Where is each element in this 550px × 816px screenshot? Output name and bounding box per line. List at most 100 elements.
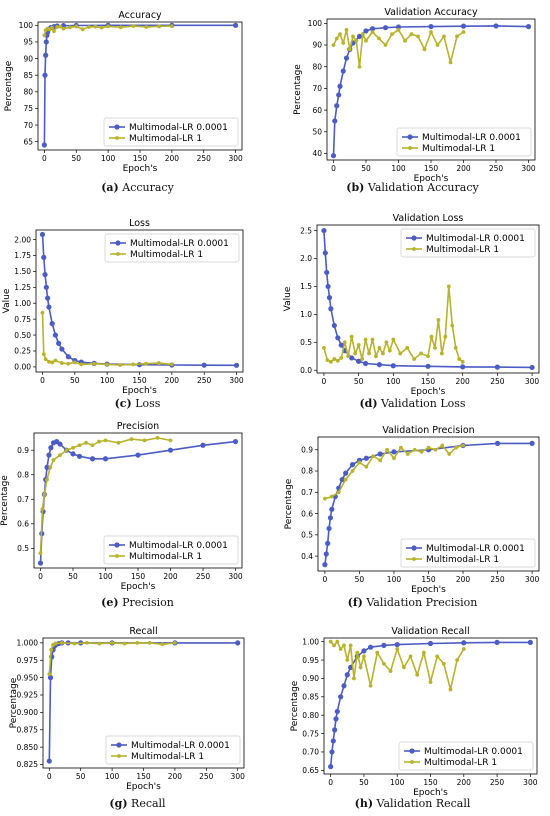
caption-text: Validation Recall	[376, 797, 471, 810]
data-point	[351, 34, 355, 39]
data-point	[433, 345, 437, 350]
y-axis-label: Percentage	[9, 677, 19, 728]
x-tick-label: 250	[197, 154, 212, 163]
data-point	[160, 642, 165, 647]
data-point	[47, 675, 54, 681]
data-point	[43, 39, 49, 45]
data-point	[382, 661, 386, 666]
data-point	[329, 749, 335, 755]
data-point	[330, 738, 336, 744]
data-point	[374, 354, 378, 359]
data-point	[116, 440, 121, 445]
x-axis-label: Epoch's	[126, 782, 161, 792]
chart-title: Validation Accuracy	[384, 7, 478, 18]
series-line	[330, 640, 465, 690]
data-point	[341, 40, 346, 45]
data-point	[391, 337, 396, 342]
data-point	[333, 716, 339, 722]
data-point	[64, 448, 69, 453]
data-point	[461, 640, 467, 646]
data-point	[72, 641, 77, 646]
data-point	[343, 470, 349, 476]
data-point	[398, 445, 403, 450]
data-point	[439, 351, 444, 356]
caption-b: (b) Validation Accuracy	[275, 181, 550, 194]
data-point	[367, 351, 371, 356]
data-point	[460, 359, 465, 364]
data-point	[416, 34, 420, 39]
data-point	[494, 440, 501, 446]
data-point	[415, 672, 420, 677]
caption-letter: (d)	[359, 397, 378, 410]
data-point	[349, 355, 355, 361]
data-point	[360, 32, 365, 37]
series-2	[323, 443, 465, 501]
legend-label: Multimodal-LR 1	[129, 134, 202, 144]
data-point	[347, 47, 352, 52]
series-2	[38, 436, 173, 556]
x-tick-label: 0	[40, 376, 45, 385]
y-tick-label: 85	[23, 71, 33, 80]
data-point	[47, 672, 52, 677]
data-point	[337, 83, 343, 89]
data-point	[395, 647, 400, 651]
data-point	[118, 25, 123, 30]
data-point	[168, 438, 173, 443]
y-tick-label: 2.0	[300, 254, 312, 263]
y-tick-label: 0.95	[302, 656, 319, 665]
legend-swatch-marker	[114, 124, 120, 130]
x-tick-label: 0	[322, 377, 327, 386]
legend-swatch-marker	[117, 754, 121, 758]
data-point	[328, 764, 334, 770]
data-point	[76, 453, 83, 459]
data-point	[105, 362, 110, 367]
x-tick-label: 150	[133, 154, 148, 163]
legend-label: Multimodal-LR 1	[131, 752, 204, 762]
data-point	[46, 758, 52, 764]
y-tick-label: 1.25	[14, 283, 31, 292]
legend-box	[396, 127, 532, 157]
data-point	[367, 644, 374, 650]
data-point	[356, 33, 363, 39]
data-point	[344, 27, 349, 32]
data-point	[131, 362, 135, 367]
data-point	[93, 24, 98, 29]
data-point	[92, 361, 97, 366]
data-point	[329, 494, 334, 499]
legend-label: Multimodal-LR 1	[426, 245, 499, 255]
data-point	[85, 640, 89, 645]
data-point	[48, 465, 53, 470]
caption-c: (c) Loss	[0, 397, 275, 410]
data-point	[328, 359, 333, 364]
data-point	[77, 443, 82, 448]
data-point	[99, 25, 104, 30]
caption-text: Precision	[122, 596, 174, 609]
x-axis-label: Epoch's	[122, 386, 157, 396]
data-point	[370, 30, 375, 34]
caption-letter: (c)	[114, 397, 132, 410]
y-tick-label: 0.5	[300, 338, 312, 347]
plot-area	[39, 231, 240, 368]
data-point	[342, 643, 346, 648]
series-2	[322, 284, 465, 364]
chart-title: Validation Recall	[391, 626, 469, 637]
data-point	[122, 641, 127, 646]
x-tick-label: 200	[168, 772, 183, 781]
data-point	[428, 23, 434, 30]
y-axis-label: Percentage	[0, 475, 10, 526]
caption-letter: (h)	[354, 797, 374, 810]
data-point	[353, 351, 358, 356]
y-tick-label: 0.50	[14, 331, 31, 340]
data-point	[48, 445, 54, 451]
legend-swatch-marker	[407, 134, 413, 140]
caption-text: Recall	[131, 797, 166, 810]
plot-area	[328, 639, 533, 770]
x-tick-label: 200	[165, 376, 180, 385]
legend-box	[103, 117, 239, 147]
data-point	[435, 43, 440, 47]
y-tick-label: 70	[312, 84, 322, 93]
y-tick-label: 0.0	[300, 366, 312, 375]
data-point	[525, 23, 532, 30]
legend-label: Multimodal-LR 1	[426, 555, 499, 565]
